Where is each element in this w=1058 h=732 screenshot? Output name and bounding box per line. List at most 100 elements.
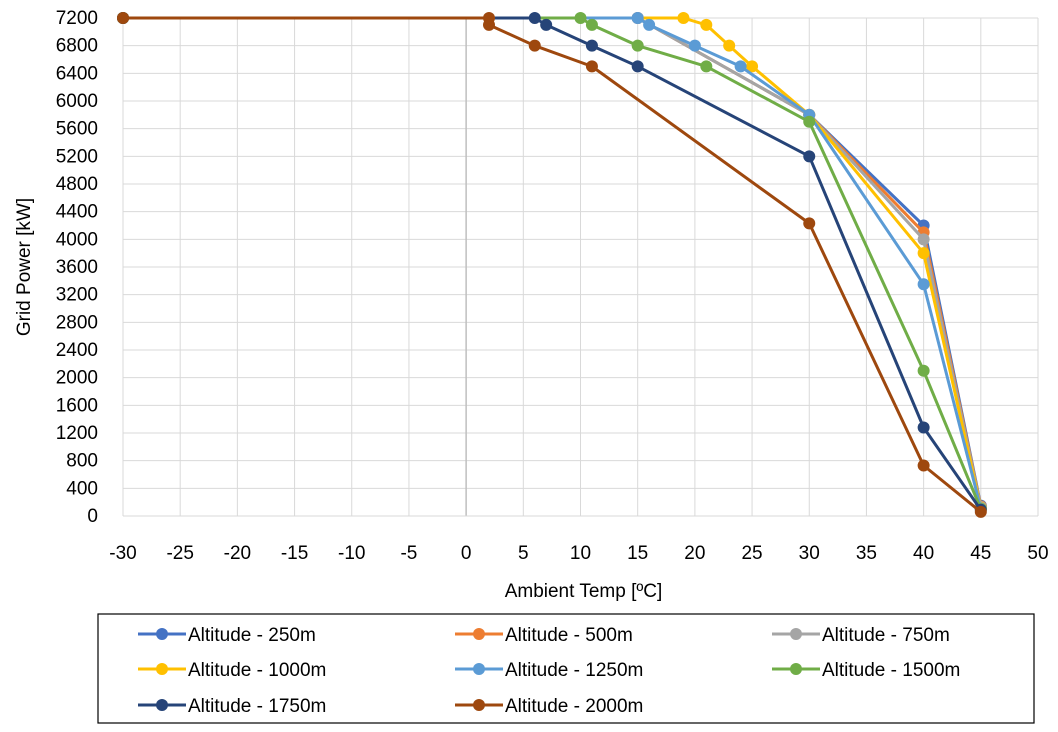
legend-item: Altitude - 2000m (455, 696, 643, 717)
series-line (123, 16, 983, 506)
data-point (631, 12, 644, 24)
data-point (734, 60, 747, 73)
x-tick-label: 5 (518, 543, 529, 564)
series-lines (117, 12, 987, 518)
data-point (574, 12, 587, 24)
legend-swatch-marker (156, 628, 168, 640)
data-point (700, 18, 713, 31)
legend: Altitude - 250m Altitude - 500m Altitude -… (97, 613, 1035, 724)
data-point (917, 247, 930, 260)
y-axis-title: Grid Power [kW] (14, 198, 35, 336)
data-point (803, 217, 816, 230)
legend-swatch-marker (473, 663, 485, 675)
legend-label: Altitude - 750m (822, 625, 950, 646)
x-tick-label: 25 (741, 543, 762, 564)
x-tick-label: 15 (627, 543, 648, 564)
y-tick-label: 0 (87, 506, 98, 527)
legend-label: Altitude - 1000m (188, 660, 326, 681)
data-point (117, 12, 129, 24)
legend-swatch-marker (790, 663, 802, 675)
data-point (917, 233, 930, 246)
x-tick-label: -25 (166, 543, 193, 564)
series-2 (117, 12, 987, 513)
x-tick-label: -15 (281, 543, 308, 564)
series-line (123, 16, 983, 509)
legend-label: Altitude - 1500m (822, 660, 960, 681)
data-point (917, 421, 930, 434)
data-point (974, 505, 987, 518)
legend-item: Altitude - 500m (455, 625, 633, 646)
data-point (917, 278, 930, 291)
y-tick-label: 6400 (56, 63, 98, 84)
y-tick-label: 2800 (56, 312, 98, 333)
series-5 (117, 12, 987, 515)
legend-item: Altitude - 750m (772, 625, 950, 646)
data-point (585, 60, 598, 73)
data-point (585, 39, 598, 52)
x-tick-label: 20 (684, 543, 705, 564)
legend-item: Altitude - 1000m (138, 660, 326, 681)
x-tick-label: 10 (570, 543, 591, 564)
x-tick-label: 40 (913, 543, 934, 564)
x-tick-label: -20 (224, 543, 251, 564)
data-point (585, 18, 598, 31)
y-tick-label: 3200 (56, 285, 98, 306)
x-tick-label: 50 (1027, 543, 1048, 564)
x-tick-label: 30 (799, 543, 820, 564)
series-4 (117, 12, 987, 514)
y-tick-label: 7200 (56, 8, 98, 29)
y-tick-label: 2400 (56, 340, 98, 361)
data-point (677, 12, 690, 24)
y-tick-label: 2000 (56, 368, 98, 389)
x-tick-label: 45 (970, 543, 991, 564)
series-1 (117, 12, 987, 512)
series-line (123, 16, 983, 509)
series-line (123, 16, 982, 514)
y-tick-label: 800 (66, 451, 98, 472)
x-tick-label: 0 (461, 543, 472, 564)
data-point (540, 18, 553, 31)
y-tick-label: 400 (66, 478, 98, 499)
data-point (528, 39, 541, 52)
data-point (631, 39, 644, 52)
x-axis-title: Ambient Temp [ºC] (505, 581, 663, 602)
y-tick-label: 6000 (56, 91, 98, 112)
data-point (803, 150, 816, 163)
y-tick-label: 6800 (56, 36, 98, 57)
y-tick-label: 4800 (56, 174, 98, 195)
data-point (483, 18, 495, 31)
legend-box (97, 613, 1035, 724)
y-tick-label: 4400 (56, 202, 98, 223)
y-tick-label: 5200 (56, 146, 98, 167)
data-point (643, 18, 656, 31)
y-tick-label: 3600 (56, 257, 98, 278)
data-point (917, 364, 930, 377)
legend-label: Altitude - 250m (188, 625, 316, 646)
legend-swatch-marker (156, 663, 168, 675)
data-point (631, 60, 644, 73)
y-tick-label: 4000 (56, 229, 98, 250)
y-tick-label: 1200 (56, 423, 98, 444)
y-tick-label: 5600 (56, 119, 98, 140)
gridlines (122, 17, 1039, 516)
series-line (123, 16, 983, 508)
data-point (803, 115, 816, 128)
legend-label: Altitude - 1750m (188, 696, 326, 717)
legend-label: Altitude - 2000m (505, 696, 643, 717)
legend-swatch-marker (473, 628, 485, 640)
series-8 (117, 12, 987, 518)
legend-label: Altitude - 500m (505, 625, 633, 646)
legend-item: Altitude - 1750m (138, 696, 326, 717)
data-point (723, 39, 736, 52)
series-line (123, 16, 983, 511)
x-tick-label: 35 (856, 543, 877, 564)
y-tick-label: 1600 (56, 395, 98, 416)
legend-swatch-marker (473, 699, 485, 711)
legend-swatch-marker (156, 699, 168, 711)
x-tick-label: -30 (109, 543, 136, 564)
series-3 (117, 12, 987, 514)
axes (123, 18, 1038, 517)
series-7 (117, 12, 987, 516)
